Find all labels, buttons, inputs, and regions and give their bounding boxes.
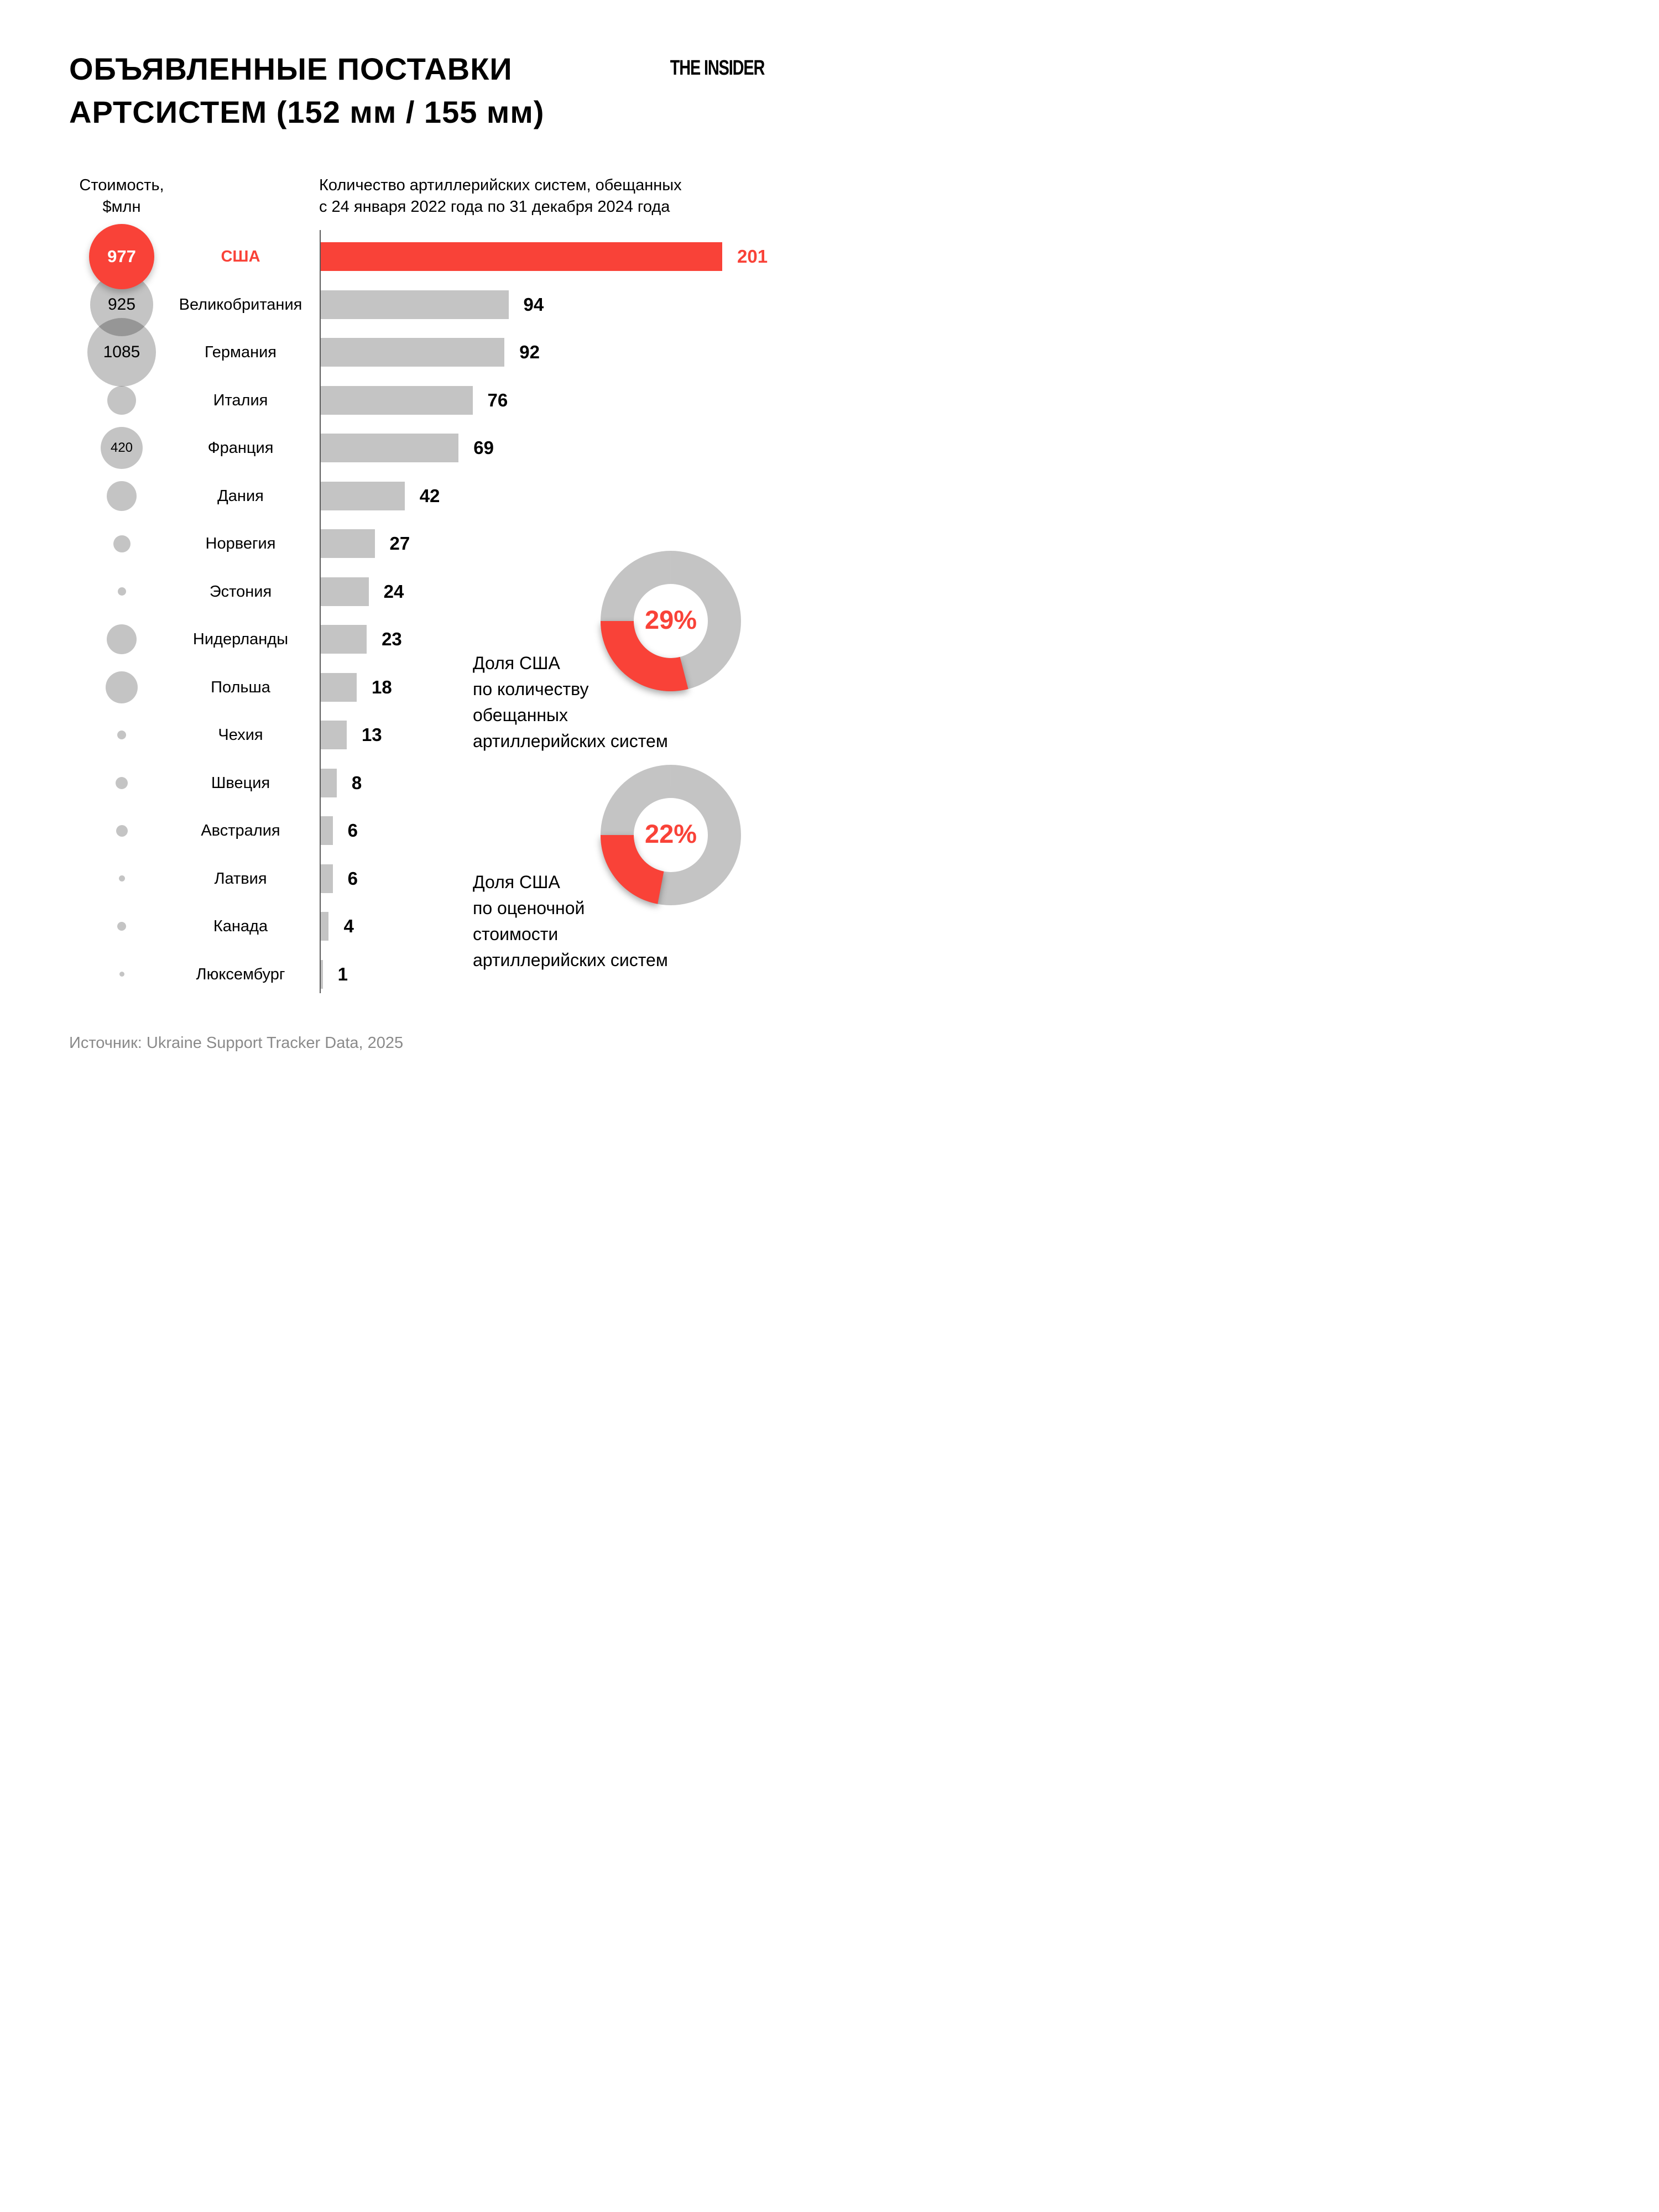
cost-bubble <box>106 671 138 703</box>
cost-bubble <box>119 972 124 977</box>
country-label: Латвия <box>214 869 267 888</box>
cost-bubble: 420 <box>101 427 143 469</box>
donut-caption-line: Доля США <box>473 653 560 673</box>
cost-bubble: 977 <box>89 224 154 289</box>
donut-caption-line: артиллерийских систем <box>473 731 668 751</box>
cost-bubble <box>107 385 136 415</box>
systems-bar-value: 6 <box>347 868 358 889</box>
donut-caption-line: по количеству <box>473 679 589 699</box>
page-title-line2: АРТСИСТЕМ (152 мм / 155 мм) <box>69 95 545 129</box>
country-label: Польша <box>211 678 270 696</box>
systems-bar-value: 8 <box>351 772 362 793</box>
country-label: Канада <box>213 917 268 935</box>
donut-chart <box>600 551 741 691</box>
cost-bubble <box>117 922 126 931</box>
donut-caption-line: артиллерийских систем <box>473 950 668 970</box>
country-label: Нидерланды <box>192 630 289 648</box>
cost-column-header: Стоимость, $млн <box>39 175 205 218</box>
country-label: Германия <box>204 343 276 361</box>
donut-caption-line: по оценочной <box>473 898 585 918</box>
systems-bar-value: 76 <box>487 389 508 410</box>
source-note: Источник: Ukraine Support Tracker Data, … <box>69 1034 404 1052</box>
cost-bubble <box>107 624 137 654</box>
cost-bubble: 1085 <box>87 318 156 387</box>
country-label: Италия <box>213 391 268 409</box>
donut-us-share-wedge <box>601 621 688 691</box>
country-label: Норвегия <box>205 535 276 552</box>
donut-percent-label: 22% <box>644 819 697 848</box>
systems-bar-value: 13 <box>361 724 382 745</box>
country-label: Дания <box>217 487 264 505</box>
donut-caption-line: стоимости <box>473 924 559 944</box>
country-label: Австралия <box>201 822 280 839</box>
systems-bar <box>321 242 722 271</box>
systems-bar <box>321 672 357 702</box>
donut-caption: Доля США по количеству обещанных артиллерий… <box>473 650 668 754</box>
donut-caption: Доля США по оценочной стоимости артиллерийс… <box>473 869 668 973</box>
systems-bar-value: 18 <box>372 676 392 697</box>
systems-bar-value: 4 <box>343 916 354 936</box>
systems-bar <box>321 625 367 654</box>
systems-bar <box>321 385 473 415</box>
cost-bubble-value: 977 <box>107 247 136 266</box>
infographic-page: ОБЪЯВЛЕННЫЕ ПОСТАВКИ АРТСИСТЕМ (152 мм /… <box>0 0 830 1106</box>
systems-bar <box>321 959 323 989</box>
chart-axis-line <box>320 230 321 993</box>
count-column-header: Количество артиллерийских систем, обещан… <box>319 175 682 218</box>
brand-logo: THE INSIDER <box>670 56 765 80</box>
cost-bubble-value: 1085 <box>103 343 140 361</box>
cost-bubble <box>116 825 128 837</box>
systems-bar <box>321 290 509 319</box>
country-label: Швеция <box>211 774 270 792</box>
cost-bubble <box>117 731 126 739</box>
donut-percent-label: 29% <box>644 605 697 634</box>
country-label: Эстония <box>209 582 272 601</box>
country-label: Франция <box>207 439 274 457</box>
systems-bar <box>321 338 505 367</box>
country-label: США <box>221 248 260 265</box>
systems-bar-value: 23 <box>382 629 402 649</box>
cost-column-header-line1: Стоимость, <box>79 176 164 194</box>
cost-bubble <box>118 875 125 881</box>
country-label: Люксембург <box>196 965 285 983</box>
donut-us-share-wedge <box>601 835 664 904</box>
cost-column-header-line2: $млн <box>102 198 141 216</box>
cost-bubble <box>113 535 131 552</box>
cost-bubble-value: 925 <box>107 295 136 314</box>
cost-bubble <box>107 481 137 511</box>
systems-bar-value: 24 <box>383 581 404 602</box>
systems-bar-value: 94 <box>523 294 544 315</box>
page-title: ОБЪЯВЛЕННЫЕ ПОСТАВКИ АРТСИСТЕМ (152 мм /… <box>69 48 544 134</box>
country-label: Великобритания <box>179 295 302 314</box>
donut-chart <box>600 765 741 905</box>
systems-bar-value: 201 <box>737 246 768 267</box>
systems-bar <box>321 864 333 893</box>
cost-bubble <box>116 776 128 789</box>
systems-bar-value: 27 <box>389 533 410 554</box>
systems-bar <box>321 529 375 558</box>
page-title-line1: ОБЪЯВЛЕННЫЕ ПОСТАВКИ <box>69 51 513 86</box>
donut-caption-line: Доля США <box>473 872 560 892</box>
systems-bar-value: 69 <box>473 437 494 458</box>
systems-bar-value: 1 <box>337 963 348 984</box>
country-label: Чехия <box>218 726 263 744</box>
donut-caption-line: обещанных <box>473 705 568 725</box>
systems-bar-value: 42 <box>419 485 440 506</box>
systems-bar <box>321 481 405 510</box>
systems-bar <box>321 434 459 462</box>
systems-bar <box>321 912 329 941</box>
cost-bubble-value: 420 <box>110 440 133 455</box>
systems-bar-value: 92 <box>519 342 540 362</box>
systems-bar <box>321 577 369 606</box>
count-column-header-line2: с 24 января 2022 года по 31 декабря 2024… <box>319 198 670 216</box>
cost-bubble <box>117 587 126 596</box>
count-column-header-line1: Количество артиллерийских систем, обещан… <box>319 176 682 194</box>
systems-bar <box>321 721 347 749</box>
systems-bar-value: 6 <box>347 820 358 841</box>
systems-bar <box>321 816 333 845</box>
systems-bar <box>321 768 337 797</box>
